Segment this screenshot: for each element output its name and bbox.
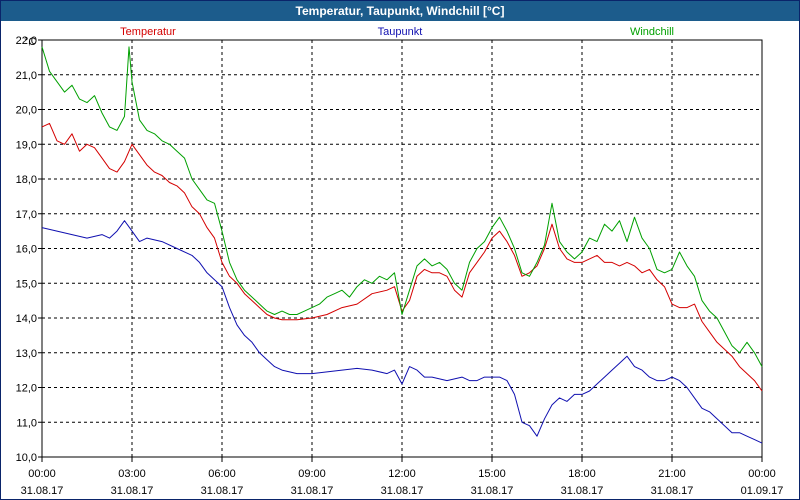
x-axis: 00:00 31.08.17 03:00 31.08.17 06:00 31.08.17 0… xyxy=(21,468,784,497)
y-tick-label: 17,0 xyxy=(16,209,37,221)
series-lines xyxy=(41,46,763,444)
x-tick-time: 03:00 xyxy=(118,468,146,480)
y-tick-label: 13,0 xyxy=(16,348,37,360)
x-tick-date: 31.08.17 xyxy=(651,485,694,497)
x-tick-time: 21:00 xyxy=(658,468,686,480)
legend: Temperatur Taupunkt Windchill xyxy=(120,26,674,38)
series-line-windchill xyxy=(41,46,763,367)
legend-taupunkt: Taupunkt xyxy=(378,26,423,38)
y-tick-label: 18,0 xyxy=(16,174,37,186)
x-tick-time: 06:00 xyxy=(208,468,236,480)
x-tick-time: 00:00 xyxy=(28,468,56,480)
x-tick-date: 01.09.17 xyxy=(741,485,784,497)
x-tick-date: 31.08.17 xyxy=(471,485,514,497)
y-tick-label: 12,0 xyxy=(16,383,37,395)
x-tick-time: 12:00 xyxy=(388,468,416,480)
legend-windchill: Windchill xyxy=(630,26,674,38)
y-tick-label: 22,0 xyxy=(16,35,37,47)
series-line-temperatur xyxy=(41,122,763,392)
y-tick-label: 11,0 xyxy=(16,417,37,429)
x-tick-date: 31.08.17 xyxy=(111,485,154,497)
y-tick-label: 15,0 xyxy=(16,278,37,290)
y-unit-label: °C xyxy=(24,36,36,48)
x-tick-time: 09:00 xyxy=(298,468,326,480)
y-tick-label: 21,0 xyxy=(16,70,37,82)
x-tick-date: 31.08.17 xyxy=(381,485,424,497)
x-tick-time: 18:00 xyxy=(568,468,596,480)
x-tick-date: 31.08.17 xyxy=(201,485,244,497)
series-line-taupunkt xyxy=(41,220,763,444)
y-tick-label: 19,0 xyxy=(16,139,37,151)
x-tick-date: 31.08.17 xyxy=(21,485,64,497)
plot-frame xyxy=(41,39,763,458)
x-tick-time: 15:00 xyxy=(478,468,506,480)
x-tick-date: 31.08.17 xyxy=(291,485,334,497)
x-tick-date: 31.08.17 xyxy=(561,485,604,497)
y-tick-label: 14,0 xyxy=(16,313,37,325)
legend-temperatur: Temperatur xyxy=(120,26,176,38)
y-tick-label: 16,0 xyxy=(16,244,37,256)
x-tick-time: 00:00 xyxy=(748,468,776,480)
grid xyxy=(38,39,763,462)
window-title: Temperatur, Taupunkt, Windchill [°C] xyxy=(1,1,799,21)
y-tick-label: 10,0 xyxy=(16,452,37,464)
y-tick-label: 20,0 xyxy=(16,105,37,117)
y-axis: 10,0 11,0 12,0 13,0 14,0 15,0 16,0 17,0 18,0 19,0… xyxy=(16,35,37,464)
